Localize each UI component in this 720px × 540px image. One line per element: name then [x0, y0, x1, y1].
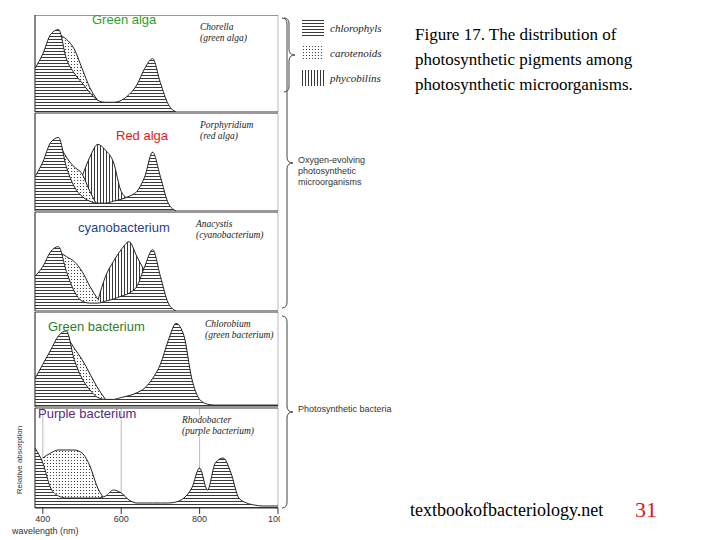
html-text:cyanobacterium: cyanobacterium: [78, 220, 170, 235]
html-text:Anacystis: Anacystis: [196, 219, 233, 229]
html-text:(green alga): (green alga): [200, 33, 247, 43]
html-text:31: 31: [635, 497, 657, 522]
html-text:Porphyridium: Porphyridium: [200, 120, 254, 130]
html-text:Oxygen-evolving photosynthetic: Oxygen-evolving photosynthetic microorga…: [298, 155, 365, 187]
html-text:Rhodobacter: Rhodobacter: [182, 415, 232, 425]
html-text:chlorophyls: chlorophyls: [330, 22, 382, 34]
svg-text:800: 800: [192, 514, 207, 524]
html-text:Figure 17. The distribution of: Figure 17. The distribution of photosynt…: [415, 25, 633, 94]
html-text:Green alga: Green alga: [92, 12, 157, 27]
html-text:Chorella: Chorella: [200, 22, 234, 32]
html-text:wavelength (nm): wavelength (nm): [12, 526, 79, 536]
html-text:Photosynthetic bacteria: Photosynthetic bacteria: [298, 404, 392, 414]
html-text:Green bacterium: Green bacterium: [48, 319, 145, 334]
html-text:(cyanobacterium): (cyanobacterium): [196, 230, 264, 240]
html-text:textbookofbacteriology.net: textbookofbacteriology.net: [410, 500, 604, 520]
html-text:Red alga: Red alga: [116, 128, 168, 143]
html-text:(red alga): (red alga): [200, 131, 238, 141]
html-text:Purple bacterium: Purple bacterium: [38, 406, 137, 421]
html-text:carotenoids: carotenoids: [330, 47, 382, 59]
html-text:phycobilins: phycobilins: [330, 72, 381, 84]
html-text:(green bacterium): (green bacterium): [205, 330, 274, 340]
html-text:Chlorobium: Chlorobium: [205, 319, 251, 329]
svg-text:600: 600: [114, 514, 129, 524]
svg-text:400: 400: [35, 514, 50, 524]
svg-text:1000: 1000: [268, 514, 280, 524]
html-text:Relative absorption: Relative absorption: [14, 425, 24, 495]
html-text:(purple bacterium): (purple bacterium): [182, 426, 254, 436]
